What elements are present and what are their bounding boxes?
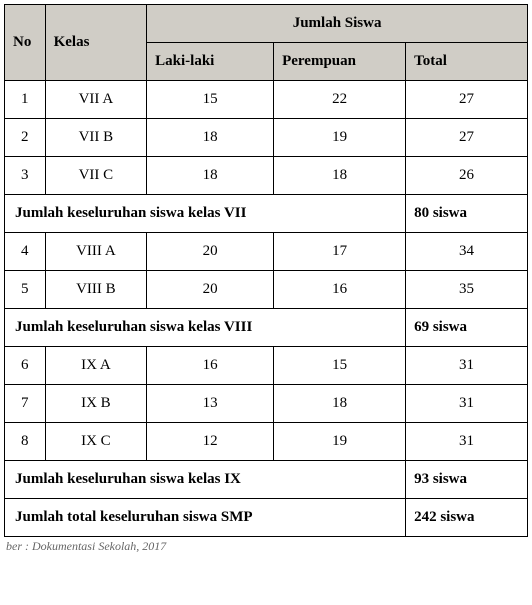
summary-value-ix: 93 siswa (406, 461, 528, 499)
summary-row-vii: Jumlah keseluruhan siswa kelas VII 80 si… (5, 195, 528, 233)
table-row: 6 IX A 16 15 31 (5, 347, 528, 385)
cell-kelas: VII A (45, 81, 147, 119)
cell-no: 2 (5, 119, 46, 157)
summary-row-total: Jumlah total keseluruhan siswa SMP 242 s… (5, 499, 528, 537)
cell-perempuan: 19 (274, 423, 406, 461)
summary-label-viii: Jumlah keseluruhan siswa kelas VIII (5, 309, 406, 347)
cell-laki: 16 (147, 347, 274, 385)
cell-total: 31 (406, 347, 528, 385)
cell-laki: 20 (147, 271, 274, 309)
cell-no: 5 (5, 271, 46, 309)
cell-total: 31 (406, 423, 528, 461)
cell-total: 27 (406, 81, 528, 119)
summary-label-vii: Jumlah keseluruhan siswa kelas VII (5, 195, 406, 233)
student-count-table: No Kelas Jumlah Siswa Laki-laki Perempua… (4, 4, 528, 537)
cell-perempuan: 22 (274, 81, 406, 119)
source-note: ber : Dokumentasi Sekolah, 2017 (6, 539, 528, 554)
header-no: No (5, 5, 46, 81)
header-laki-laki: Laki-laki (147, 43, 274, 81)
header-perempuan: Perempuan (274, 43, 406, 81)
table-row: 8 IX C 12 19 31 (5, 423, 528, 461)
cell-kelas: VIII B (45, 271, 147, 309)
header-row-1: No Kelas Jumlah Siswa (5, 5, 528, 43)
cell-total: 34 (406, 233, 528, 271)
cell-laki: 20 (147, 233, 274, 271)
cell-kelas: VIII A (45, 233, 147, 271)
cell-laki: 18 (147, 119, 274, 157)
table-row: 1 VII A 15 22 27 (5, 81, 528, 119)
summary-label-total: Jumlah total keseluruhan siswa SMP (5, 499, 406, 537)
cell-perempuan: 17 (274, 233, 406, 271)
summary-value-viii: 69 siswa (406, 309, 528, 347)
cell-no: 4 (5, 233, 46, 271)
summary-row-viii: Jumlah keseluruhan siswa kelas VIII 69 s… (5, 309, 528, 347)
cell-laki: 13 (147, 385, 274, 423)
summary-value-total: 242 siswa (406, 499, 528, 537)
cell-total: 35 (406, 271, 528, 309)
table-row: 3 VII C 18 18 26 (5, 157, 528, 195)
cell-kelas: IX A (45, 347, 147, 385)
cell-perempuan: 15 (274, 347, 406, 385)
cell-kelas: VII C (45, 157, 147, 195)
header-jumlah-siswa: Jumlah Siswa (147, 5, 528, 43)
table-row: 2 VII B 18 19 27 (5, 119, 528, 157)
cell-perempuan: 19 (274, 119, 406, 157)
cell-no: 1 (5, 81, 46, 119)
cell-total: 27 (406, 119, 528, 157)
cell-laki: 12 (147, 423, 274, 461)
cell-laki: 15 (147, 81, 274, 119)
header-total: Total (406, 43, 528, 81)
cell-laki: 18 (147, 157, 274, 195)
table-row: 7 IX B 13 18 31 (5, 385, 528, 423)
cell-perempuan: 16 (274, 271, 406, 309)
cell-no: 7 (5, 385, 46, 423)
header-kelas: Kelas (45, 5, 147, 81)
cell-perempuan: 18 (274, 157, 406, 195)
summary-value-vii: 80 siswa (406, 195, 528, 233)
cell-no: 6 (5, 347, 46, 385)
cell-no: 3 (5, 157, 46, 195)
summary-label-ix: Jumlah keseluruhan siswa kelas IX (5, 461, 406, 499)
cell-no: 8 (5, 423, 46, 461)
cell-kelas: VII B (45, 119, 147, 157)
cell-kelas: IX C (45, 423, 147, 461)
summary-row-ix: Jumlah keseluruhan siswa kelas IX 93 sis… (5, 461, 528, 499)
table-row: 5 VIII B 20 16 35 (5, 271, 528, 309)
table-row: 4 VIII A 20 17 34 (5, 233, 528, 271)
cell-total: 26 (406, 157, 528, 195)
cell-perempuan: 18 (274, 385, 406, 423)
cell-total: 31 (406, 385, 528, 423)
cell-kelas: IX B (45, 385, 147, 423)
